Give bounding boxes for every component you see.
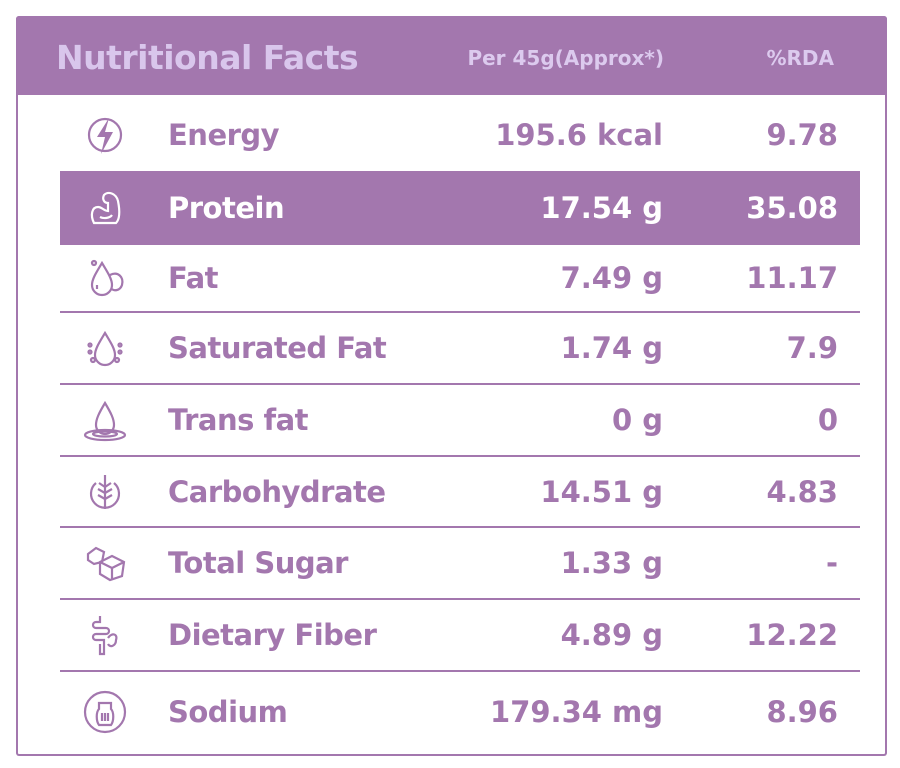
nutrient-value: 0 g [611,403,663,437]
table-header: Nutritional Facts Per 45g(Approx*) %RDA [16,16,887,95]
nutrient-rda: 4.83 [766,474,838,509]
nutrient-value: 4.89 g [560,618,663,652]
nutrient-label: Saturated Fat [168,331,387,365]
intestine-icon [82,612,128,658]
nutrient-row-carbohydrate: Carbohydrate 14.51 g 4.83 [60,457,860,528]
nutrient-label: Protein [168,191,285,225]
nutrient-value: 1.33 g [560,546,663,580]
nutrient-label: Trans fat [168,403,309,437]
nutrient-rda: 0 [817,403,838,437]
table-title: Nutritional Facts [56,38,359,77]
drop-bubbles-icon [82,325,128,371]
oil-drop-nut-icon [82,255,128,301]
nutrient-rda: 9.78 [766,118,838,152]
salt-shaker-icon [82,689,128,735]
nutrient-label: Total Sugar [168,546,348,580]
nutrient-row-fat: Fat 7.49 g 11.17 [60,245,860,313]
drop-ripple-icon [82,397,128,443]
nutrient-row-trans-fat: Trans fat 0 g 0 [60,385,860,457]
nutrient-value: 17.54 g [540,191,663,225]
nutrient-row-protein: Protein 17.54 g 35.08 [60,171,860,245]
nutrient-rda: 11.17 [746,261,838,295]
nutrient-value: 195.6 kcal [495,118,663,152]
nutrient-rda: 7.9 [786,331,838,365]
sugar-cubes-icon [82,540,128,586]
nutrient-label: Fat [168,261,219,295]
nutrient-row-sodium: Sodium 179.34 mg 8.96 [60,672,860,752]
nutrient-rda: 12.22 [746,618,838,652]
rda-header: %RDA [766,46,834,70]
wheat-icon [82,469,128,515]
nutrient-value: 1.74 g [560,331,663,365]
nutrient-rda: 35.08 [746,191,838,225]
nutrient-row-saturated-fat: Saturated Fat 1.74 g 7.9 [60,313,860,385]
nutrient-value: 7.49 g [560,261,663,295]
nutrient-value: 14.51 g [540,474,663,509]
nutrient-label: Energy [168,118,280,152]
lightning-icon [82,112,128,158]
nutrient-label: Dietary Fiber [168,618,377,652]
per-serving-header: Per 45g(Approx*) [467,46,664,70]
nutrient-value: 179.34 mg [490,695,663,729]
nutrient-label: Sodium [168,695,288,729]
nutrient-row-energy: Energy 195.6 kcal 9.78 [60,100,860,170]
nutrient-rda: 8.96 [766,695,838,729]
nutrient-row-total-sugar: Total Sugar 1.33 g - [60,528,860,600]
nutrient-row-dietary-fiber: Dietary Fiber 4.89 g 12.22 [60,600,860,672]
nutrition-table [16,16,887,756]
nutrient-rda: - [825,546,838,580]
muscle-arm-icon [82,185,128,231]
nutrient-label: Carbohydrate [168,474,386,509]
